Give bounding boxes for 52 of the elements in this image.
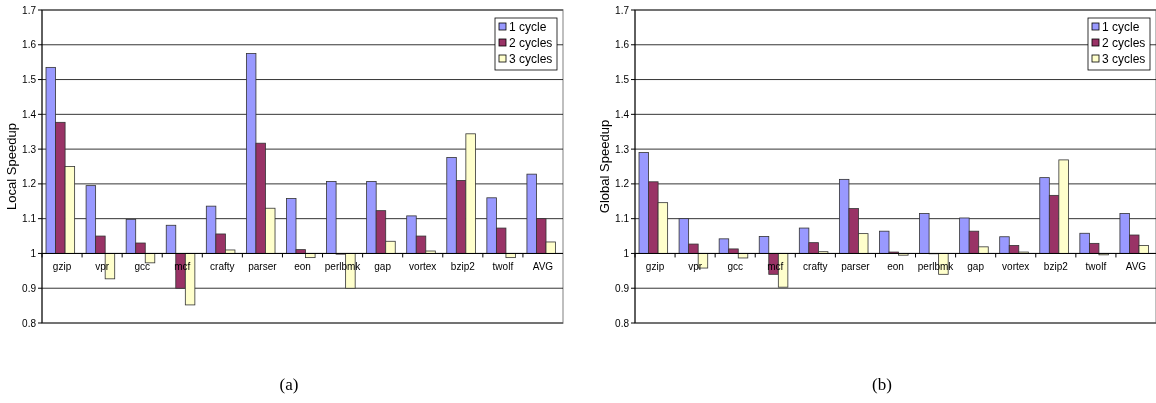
y-tick-label: 1.1: [22, 213, 37, 225]
y-tick-label: 1.3: [615, 143, 630, 155]
y-tick-label: 1.7: [615, 4, 630, 16]
y-tick-label: 0.9: [22, 282, 37, 294]
y-tick-label: 1.4: [22, 108, 37, 120]
x-tick-label: AVG: [1125, 261, 1147, 273]
y-tick-label: 1.4: [615, 108, 630, 120]
legend-label: 1 cycle: [509, 20, 547, 35]
y-tick-label: 0.8: [22, 317, 37, 329]
y-tick-label: 1.3: [22, 143, 37, 155]
x-tick-label: vortex: [409, 261, 437, 273]
y-tick-label: 0.9: [615, 282, 630, 294]
x-tick-label: crafty: [210, 261, 235, 273]
y-axis-title: Local Speedup: [4, 123, 19, 210]
x-tick-label: eon: [887, 261, 904, 273]
x-tick-label: gcc: [134, 261, 150, 273]
x-tick-label: vpr: [688, 261, 703, 273]
text: (a): [279, 375, 299, 394]
legend-label: 3 cycles: [509, 52, 553, 67]
x-tick-label: AVG: [532, 261, 554, 273]
x-tick-label: twolf: [1085, 261, 1107, 273]
y-tick-label: 1.2: [615, 178, 630, 190]
y-tick-label: 1.7: [22, 4, 37, 16]
x-tick-label: crafty: [803, 261, 828, 273]
x-tick-label: gap: [374, 261, 392, 273]
x-tick-label: twolf: [492, 261, 514, 273]
y-tick-label: 1.6: [615, 39, 630, 51]
legend-label: 3 cycles: [1102, 52, 1146, 67]
y-axis-title: Global Speedup: [597, 119, 612, 214]
y-tick-label: 1.5: [615, 74, 630, 86]
text: (b): [872, 375, 892, 394]
y-tick-label: 1: [30, 247, 37, 259]
x-tick-label: parser: [841, 261, 871, 273]
y-tick-label: 1: [623, 247, 630, 259]
x-tick-label: vortex: [1002, 261, 1030, 273]
y-tick-label: 0.8: [615, 317, 630, 329]
x-tick-label: vpr: [95, 261, 110, 273]
x-tick-label: gzip: [52, 261, 72, 273]
y-tick-label: 1.2: [22, 178, 37, 190]
x-tick-label: gcc: [727, 261, 743, 273]
legend-label: 1 cycle: [1102, 20, 1140, 35]
x-tick-label: gap: [967, 261, 985, 273]
x-tick-label: eon: [294, 261, 311, 273]
y-tick-label: 1.5: [22, 74, 37, 86]
y-tick-label: 1.6: [22, 39, 37, 51]
x-tick-label: parser: [248, 261, 278, 273]
legend-label: 2 cycles: [509, 36, 553, 51]
x-tick-label: gzip: [645, 261, 665, 273]
x-tick-label: bzip2: [1043, 261, 1069, 273]
y-tick-label: 1.1: [615, 213, 630, 225]
legend-label: 2 cycles: [1102, 36, 1146, 51]
x-tick-label: bzip2: [450, 261, 476, 273]
